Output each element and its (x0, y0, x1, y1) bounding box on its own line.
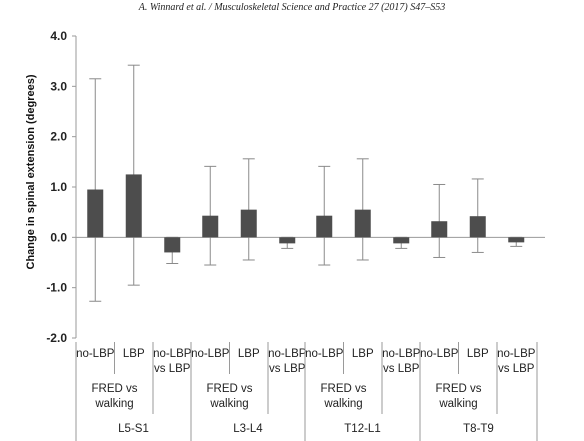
bar (125, 174, 142, 238)
x-subgroup-label: FRED vs (207, 383, 253, 395)
y-tick-label: 3.0 (50, 79, 67, 93)
x-category-label: no-LBP (420, 348, 459, 360)
x-category-label: no-LBP (497, 348, 536, 360)
y-tick-label: -1.0 (46, 281, 67, 295)
x-category-label: no-LBP (305, 348, 344, 360)
x-category-label: vs LBP (383, 363, 420, 375)
x-category-label: LBP (352, 348, 374, 360)
x-category-label: no-LBP (153, 348, 192, 360)
y-tick-label: 2.0 (50, 130, 67, 144)
x-category-label: no-LBP (191, 348, 230, 360)
x-subgroup-label: FRED vs (92, 383, 138, 395)
x-group-label: T12-L1 (344, 423, 380, 435)
x-subgroup-label: FRED vs (321, 383, 367, 395)
x-category-label: no-LBP (268, 348, 307, 360)
x-group-label: L5-S1 (118, 423, 149, 435)
bar (279, 237, 296, 244)
x-category-label: vs LBP (269, 363, 306, 375)
x-category-label: vs LBP (498, 363, 535, 375)
x-subgroup-label: walking (438, 398, 477, 410)
bar (354, 209, 371, 238)
x-category-label: no-LBP (76, 348, 115, 360)
bar (202, 215, 219, 238)
x-category-label: LBP (467, 348, 489, 360)
y-tick-label: 0.0 (50, 230, 67, 244)
bar (431, 221, 448, 238)
x-category-label: no-LBP (382, 348, 421, 360)
header-citation: A. Winnard et al. / Musculoskeletal Scie… (138, 2, 446, 13)
x-category-label: vs LBP (154, 363, 191, 375)
x-subgroup-label: FRED vs (436, 383, 482, 395)
x-group-label: T8-T9 (463, 423, 494, 435)
bar (87, 189, 104, 238)
y-axis-label: Change in spinal extension (degrees) (25, 74, 37, 269)
bar (508, 237, 525, 243)
bar (316, 215, 333, 238)
x-subgroup-label: walking (94, 398, 133, 410)
bar (393, 237, 410, 244)
x-subgroup-label: walking (323, 398, 362, 410)
bar (240, 209, 257, 238)
x-category-label: LBP (123, 348, 145, 360)
x-group-label: L3-L4 (233, 423, 263, 435)
y-tick-label: -2.0 (46, 331, 67, 345)
bar (164, 237, 181, 253)
y-tick-label: 1.0 (50, 180, 67, 194)
x-category-label: LBP (238, 348, 260, 360)
bar (469, 216, 486, 238)
y-tick-label: 4.0 (50, 29, 67, 43)
x-subgroup-label: walking (209, 398, 248, 410)
